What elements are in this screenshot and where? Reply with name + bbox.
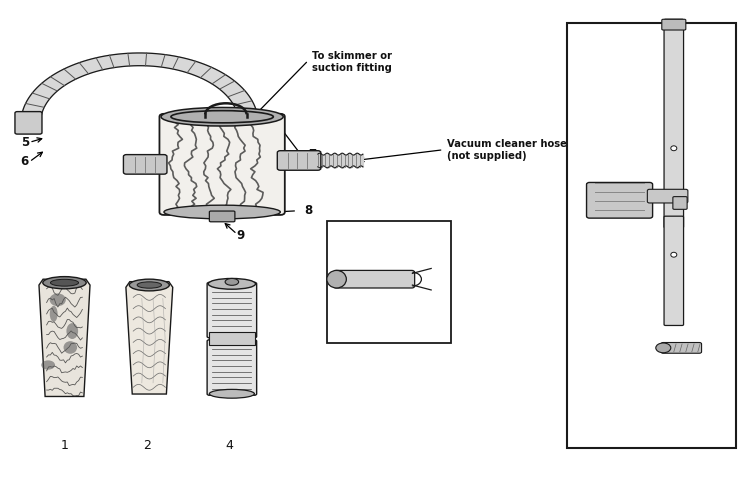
Text: 12: 12 [578,270,593,283]
FancyBboxPatch shape [587,182,653,218]
Text: 6: 6 [20,155,29,169]
Ellipse shape [164,205,280,219]
Text: 13: 13 [570,313,586,326]
Ellipse shape [66,323,78,339]
Text: 11: 11 [578,97,593,110]
Text: 1: 1 [61,439,68,452]
FancyBboxPatch shape [207,282,256,338]
Ellipse shape [63,341,77,354]
Text: 9: 9 [237,229,245,242]
Ellipse shape [41,360,55,369]
Bar [568,23,736,448]
Text: 4: 4 [226,439,234,452]
Text: LATCH
ASSEMBLY: LATCH ASSEMBLY [617,404,686,433]
FancyBboxPatch shape [159,114,285,215]
Ellipse shape [209,390,254,398]
Polygon shape [21,53,258,123]
Ellipse shape [671,146,677,151]
FancyBboxPatch shape [662,19,686,30]
FancyBboxPatch shape [334,270,414,288]
Text: 9: 9 [386,321,393,335]
FancyBboxPatch shape [238,115,265,131]
Text: 5: 5 [20,136,29,149]
FancyBboxPatch shape [664,19,684,228]
Text: Vacuum cleaner hose
(not supplied): Vacuum cleaner hose (not supplied) [447,139,567,161]
Ellipse shape [50,279,78,286]
FancyBboxPatch shape [647,189,688,203]
Bar [327,220,451,343]
FancyBboxPatch shape [207,340,256,395]
FancyBboxPatch shape [123,155,167,174]
Polygon shape [126,282,173,394]
Ellipse shape [656,343,671,353]
Ellipse shape [43,277,86,289]
Ellipse shape [225,278,238,285]
Ellipse shape [129,279,169,291]
Polygon shape [39,279,90,396]
Ellipse shape [671,252,677,257]
Ellipse shape [161,107,284,126]
Ellipse shape [327,270,347,288]
Ellipse shape [208,278,256,289]
FancyBboxPatch shape [209,211,235,222]
FancyBboxPatch shape [277,151,321,170]
Text: 8: 8 [305,204,313,217]
FancyBboxPatch shape [673,196,687,209]
Ellipse shape [50,306,58,322]
FancyBboxPatch shape [15,112,42,134]
Text: To skimmer or
suction fitting: To skimmer or suction fitting [312,51,393,73]
Text: 10: 10 [573,172,589,186]
Text: HINGE PIN: HINGE PIN [357,228,421,238]
FancyBboxPatch shape [208,332,255,345]
FancyBboxPatch shape [661,343,702,353]
FancyBboxPatch shape [664,216,684,325]
Text: 7: 7 [308,148,317,161]
Text: 2: 2 [143,439,151,452]
Ellipse shape [137,282,162,288]
Ellipse shape [50,294,66,306]
